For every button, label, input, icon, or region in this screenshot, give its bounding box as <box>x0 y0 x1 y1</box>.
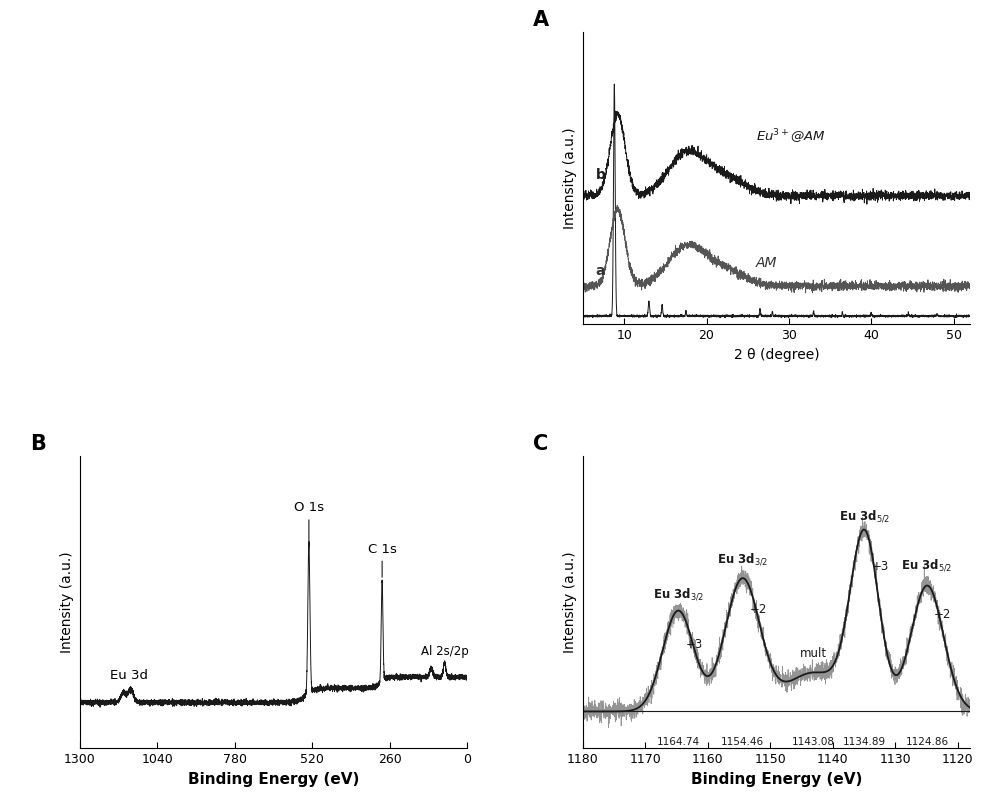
Text: C 1s: C 1s <box>368 543 397 577</box>
Text: 1134.89: 1134.89 <box>843 736 886 747</box>
Text: 1164.74: 1164.74 <box>657 736 700 747</box>
Text: 1143.08: 1143.08 <box>792 736 835 747</box>
Text: a: a <box>595 263 605 278</box>
Text: B: B <box>30 434 46 454</box>
Text: +3: +3 <box>685 638 703 650</box>
Text: O 1s: O 1s <box>294 501 324 541</box>
Text: Eu$^{3+}$@AM: Eu$^{3+}$@AM <box>756 127 826 146</box>
Text: 1154.46: 1154.46 <box>721 736 764 747</box>
Text: +3: +3 <box>872 560 889 573</box>
Text: +2: +2 <box>749 603 767 615</box>
Text: Eu 3d$_{3/2}$: Eu 3d$_{3/2}$ <box>653 586 704 602</box>
Text: Eu 3d: Eu 3d <box>110 669 148 681</box>
Y-axis label: Intensity (a.u.): Intensity (a.u.) <box>563 127 577 229</box>
Text: Eu 3d$_{5/2}$: Eu 3d$_{5/2}$ <box>839 509 890 525</box>
X-axis label: 2 θ (degree): 2 θ (degree) <box>734 348 819 361</box>
Text: Eu 3d$_{5/2}$: Eu 3d$_{5/2}$ <box>901 557 953 573</box>
X-axis label: Binding Energy (eV): Binding Energy (eV) <box>691 771 862 786</box>
Y-axis label: Intensity (a.u.): Intensity (a.u.) <box>60 551 74 653</box>
Text: Al 2s/2p: Al 2s/2p <box>421 645 469 657</box>
Text: C: C <box>533 434 548 454</box>
Text: A: A <box>533 10 549 30</box>
Text: b: b <box>595 168 605 182</box>
Text: Eu 3d$_{3/2}$: Eu 3d$_{3/2}$ <box>717 552 768 567</box>
Text: mult: mult <box>800 647 827 660</box>
Text: 1124.86: 1124.86 <box>906 736 949 747</box>
Y-axis label: Intensity (a.u.): Intensity (a.u.) <box>563 551 577 653</box>
X-axis label: Binding Energy (eV): Binding Energy (eV) <box>188 771 359 786</box>
Text: AM: AM <box>756 256 777 270</box>
Text: +2: +2 <box>934 608 951 622</box>
